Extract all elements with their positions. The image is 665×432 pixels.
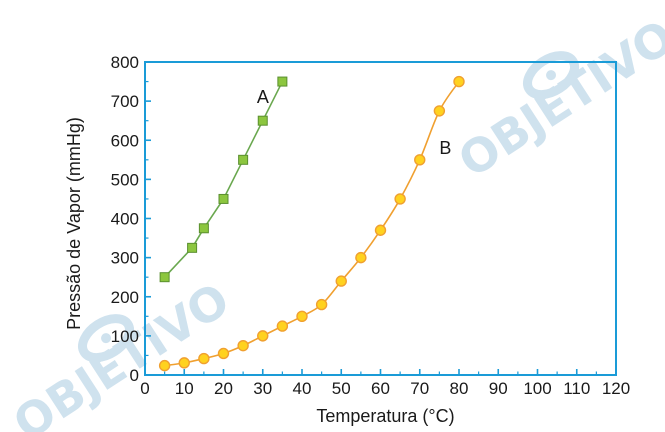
y-tick-label: 200 xyxy=(111,288,139,307)
series-line-B xyxy=(164,81,460,367)
y-tick-label: 800 xyxy=(111,53,139,72)
x-tick-label: 60 xyxy=(371,379,390,398)
data-point-A xyxy=(198,223,209,234)
data-point-B xyxy=(374,224,387,236)
watermark-logo-dot-icon xyxy=(546,70,557,81)
data-point-A xyxy=(257,115,268,126)
x-tick-label: 20 xyxy=(214,379,233,398)
series-label-B: B xyxy=(439,138,451,158)
data-point-B xyxy=(433,105,446,117)
x-tick-label: 120 xyxy=(602,379,630,398)
data-point-B xyxy=(276,320,289,332)
data-point-B xyxy=(296,310,308,323)
data-point-A xyxy=(187,242,198,253)
axes: 0 10 20 30 40 50 60 70 80 90 100 110 120 0 100 200 300 40… xyxy=(111,53,631,398)
x-tick-label: 40 xyxy=(293,379,312,398)
x-axis-title: Temperatura (°C) xyxy=(316,406,454,426)
y-tick-label: 300 xyxy=(111,249,139,268)
series-layer: AB xyxy=(158,75,465,372)
x-tick-label: 100 xyxy=(523,379,551,398)
data-point-B xyxy=(414,154,426,166)
data-point-A xyxy=(238,154,249,165)
series-label-A: A xyxy=(257,87,269,107)
watermark-logo-dot-icon xyxy=(101,333,112,344)
data-point-B xyxy=(158,359,171,372)
data-point-B xyxy=(198,352,210,365)
x-tick-label: 90 xyxy=(489,379,508,398)
y-axis-title: Pressão de Vapor (mmHg) xyxy=(64,117,84,330)
x-tick-label: 110 xyxy=(563,379,590,398)
y-tick-label: 700 xyxy=(111,92,139,111)
x-tick-label: 10 xyxy=(175,379,194,398)
y-tick-label: 500 xyxy=(111,170,139,189)
y-tick-label: 400 xyxy=(111,210,139,229)
data-point-B xyxy=(394,193,406,205)
data-point-B xyxy=(335,275,347,287)
x-tick-label: 80 xyxy=(450,379,469,398)
data-point-B xyxy=(237,339,249,352)
series-line-A xyxy=(164,81,284,278)
data-point-B xyxy=(453,75,465,88)
series-B: B xyxy=(158,75,465,372)
data-point-B xyxy=(355,251,367,264)
y-tick-label: 600 xyxy=(111,131,139,150)
data-point-A xyxy=(218,193,229,204)
x-tick-label: 70 xyxy=(410,379,429,398)
data-point-A xyxy=(159,272,170,283)
data-point-B xyxy=(217,347,230,360)
watermark-1: OBJETIVO xyxy=(449,9,665,188)
x-tick-label: 0 xyxy=(140,379,149,398)
data-point-B xyxy=(257,330,269,342)
x-tick-label: 30 xyxy=(253,379,272,398)
y-tick-label: 100 xyxy=(111,327,139,346)
data-point-B xyxy=(178,357,190,369)
y-tick-label: 0 xyxy=(130,366,139,385)
data-point-A xyxy=(277,76,288,87)
watermark-logo-icon xyxy=(78,314,135,363)
data-point-B xyxy=(315,298,328,311)
series-A: A xyxy=(159,76,288,283)
watermark-text: OBJETIVO xyxy=(449,9,665,188)
x-tick-label: 50 xyxy=(332,379,351,398)
